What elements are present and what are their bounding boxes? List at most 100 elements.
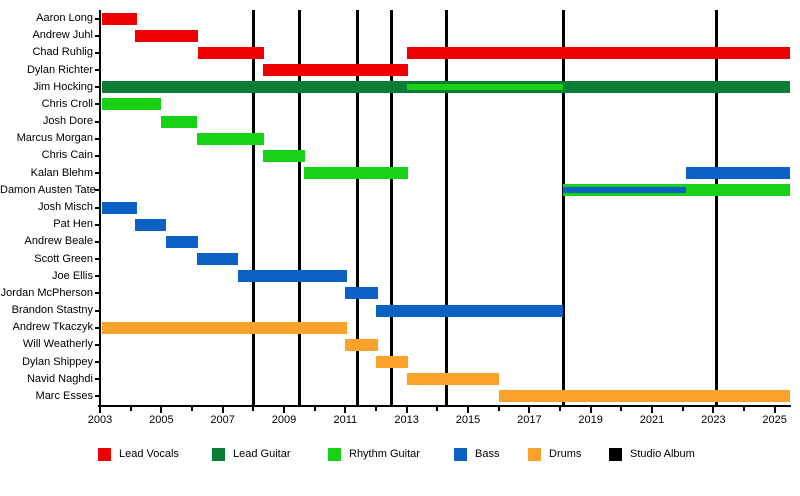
y-tick: [95, 189, 99, 192]
legend-swatch-studio_album: [609, 447, 622, 461]
member-label: Scott Green: [34, 252, 93, 265]
x-tick: [620, 407, 623, 411]
x-tick: [375, 407, 377, 411]
x-tick-label: 2015: [455, 414, 481, 426]
y-tick: [95, 206, 99, 209]
album-line: [714, 10, 718, 405]
member-label: Kalan Blehm: [30, 166, 93, 179]
y-tick: [95, 309, 99, 312]
member-label: Pat Hen: [53, 218, 93, 231]
timeline-bar: [406, 84, 564, 91]
x-tick: [467, 407, 469, 413]
legend-item: Rhythm Guitar: [328, 447, 420, 461]
y-tick: [95, 137, 99, 140]
member-label: Andrew Tkaczyk: [12, 321, 94, 334]
x-tick: [436, 407, 439, 411]
member-label: Brandon Stastny: [11, 304, 93, 317]
y-tick: [95, 51, 99, 54]
x-tick: [129, 407, 132, 411]
y-tick: [95, 326, 99, 329]
x-tick-label: 2009: [271, 414, 297, 426]
y-tick: [95, 34, 99, 37]
x-tick: [99, 407, 101, 413]
timeline-bar: [161, 115, 197, 128]
x-tick: [497, 407, 500, 411]
y-tick: [95, 343, 99, 346]
timeline-bar: [196, 253, 238, 266]
member-label: Jim Hocking: [33, 80, 93, 93]
legend-swatch-drums: [528, 447, 541, 461]
y-tick: [95, 258, 99, 261]
member-label: Andrew Beale: [24, 235, 94, 248]
album-line: [445, 10, 449, 405]
legend-swatch-lead_guitar: [212, 447, 225, 461]
x-tick: [191, 407, 193, 411]
x-tick-label: 2003: [87, 414, 113, 426]
timeline-bar: [376, 304, 564, 317]
x-tick-label: 2013: [394, 414, 419, 426]
x-tick: [405, 407, 408, 413]
timeline-bar: [685, 167, 790, 180]
timeline-bar: [303, 167, 409, 180]
member-label: Jordan McPherson: [0, 286, 93, 299]
timeline-bar: [406, 46, 790, 59]
album-line: [561, 10, 565, 405]
legend-item: Bass: [454, 447, 499, 461]
x-tick: [589, 407, 592, 413]
x-tick: [712, 407, 715, 413]
x-axis-line: [98, 405, 791, 407]
timeline-bar: [198, 46, 265, 59]
y-tick: [95, 292, 99, 295]
y-tick: [95, 172, 99, 175]
member-label: Aaron Long: [36, 12, 93, 25]
member-label: Marc Esses: [35, 389, 93, 402]
timeline-bar: [238, 270, 347, 283]
timeline-bar: [345, 287, 378, 300]
legend-swatch-lead_vocals: [98, 447, 111, 461]
member-label: Will Weatherly: [22, 338, 93, 351]
album-line: [356, 10, 360, 405]
timeline-bar: [262, 149, 306, 162]
timeline-bar: [101, 98, 162, 111]
member-label: Dylan Shippey: [22, 355, 93, 368]
x-tick: [651, 407, 653, 413]
timeline-bar: [196, 132, 265, 145]
member-label: Andrew Juhl: [32, 29, 93, 42]
timeline-bar: [135, 29, 199, 42]
member-label: Chris Cain: [41, 149, 93, 162]
x-tick-label: 2023: [701, 414, 726, 426]
x-tick-label: 2017: [517, 414, 542, 426]
x-tick-label: 2011: [333, 414, 358, 426]
legend-label-lead_vocals: Lead Vocals: [119, 448, 179, 460]
legend-item: Lead Vocals: [98, 447, 179, 461]
member-label: Chris Croll: [41, 97, 93, 110]
y-axis-line: [99, 10, 101, 407]
y-tick: [95, 120, 99, 123]
x-tick: [160, 407, 163, 413]
legend-item: Lead Guitar: [212, 447, 290, 461]
timeline-bar: [101, 12, 137, 25]
x-tick: [221, 407, 224, 413]
y-tick: [95, 69, 99, 72]
x-tick: [528, 407, 531, 413]
member-label: Josh Misch: [37, 201, 93, 213]
timeline-bar: [406, 373, 499, 386]
timeline-bar: [101, 201, 137, 214]
x-tick: [743, 407, 745, 411]
x-tick: [283, 407, 285, 413]
y-tick: [95, 86, 99, 89]
x-tick-label: 2021: [639, 414, 665, 426]
album-line: [389, 10, 393, 405]
x-tick-label: 2025: [762, 414, 787, 426]
member-label: Josh Dore: [42, 115, 93, 128]
timeline-bar: [563, 187, 686, 194]
timeline-bar: [498, 390, 790, 403]
timeline-bar: [376, 356, 409, 369]
y-tick: [95, 240, 99, 243]
x-tick: [344, 407, 347, 413]
legend-label-rhythm_guitar: Rhythm Guitar: [349, 448, 420, 460]
x-tick: [773, 407, 776, 413]
member-label: Joe Ellis: [52, 269, 93, 282]
x-tick-label: 2007: [210, 414, 235, 426]
